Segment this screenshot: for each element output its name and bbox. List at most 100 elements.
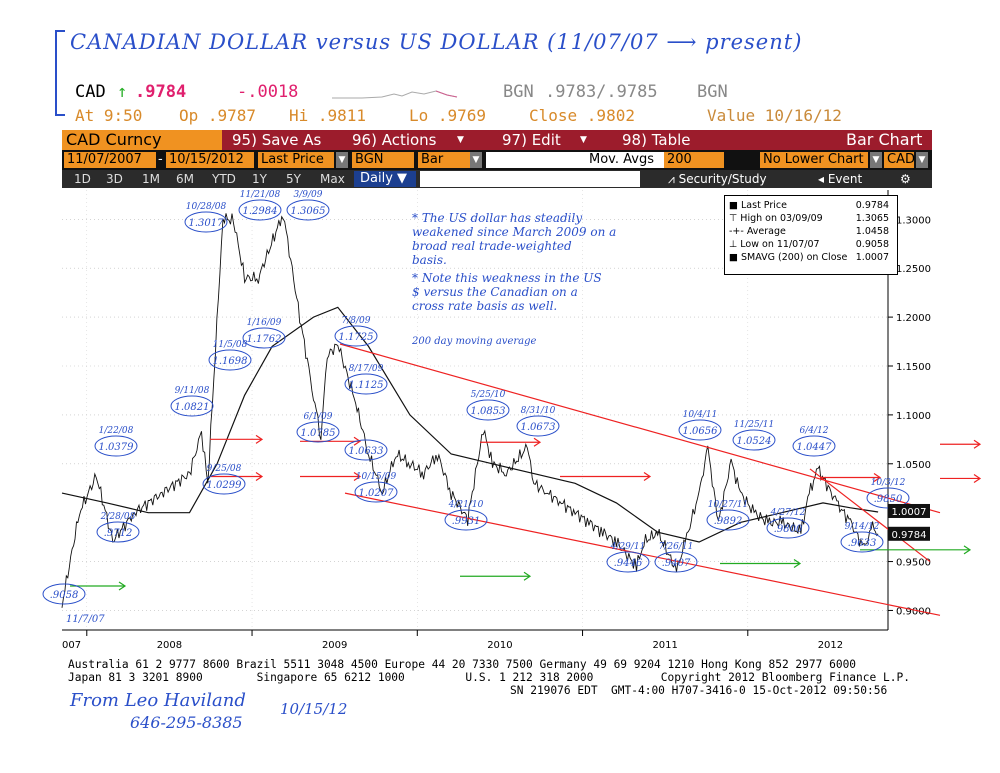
point-label-value: .9633 <box>848 538 877 549</box>
lower-chart-select[interactable]: No Lower Chart <box>760 152 868 168</box>
period-6m[interactable]: 6M <box>176 172 194 186</box>
point-label-circle <box>444 509 488 531</box>
point-label-circle <box>296 421 340 443</box>
point-label-date: 11/25/11 <box>734 420 774 430</box>
point-label-circle <box>654 551 698 573</box>
last-price-tag-text: 0.9784 <box>892 530 927 541</box>
daily-frequency-select[interactable]: Daily ▼ <box>354 171 416 187</box>
point-label: 1.0524 11/25/11 <box>732 420 776 451</box>
x-tick-label: 2010 <box>487 640 512 651</box>
table-button[interactable]: 98) Table <box>622 131 691 149</box>
point-label-value: .9850 <box>874 494 903 505</box>
point-label-value: 1.0379 <box>99 442 135 453</box>
red-arrow-head <box>353 471 362 481</box>
red-arrow-head <box>353 436 362 446</box>
y-axis-ticks: 1.3000 1.2500 1.2000 1.1500 1.1000 1.0500 0.95… <box>888 215 931 617</box>
legend-high: ⊤ High on 03/09/09 1.3065 <box>729 213 893 225</box>
point-label-date: 9/14/12 <box>845 522 880 532</box>
point-label-value: 1.0821 <box>175 402 210 413</box>
green-arrow-head <box>793 559 802 569</box>
point-label-circle <box>184 211 228 233</box>
legend-low: ⊥ Low on 11/07/07 0.9058 <box>729 239 893 251</box>
legend-value: 1.3065 <box>855 213 889 224</box>
point-label-circle <box>466 399 510 421</box>
point-label-value: .9800 <box>774 524 803 535</box>
period-input[interactable] <box>420 171 640 187</box>
style-dropdown-icon[interactable]: ▼ <box>470 152 482 168</box>
point-label-date: 4/29/11 <box>610 542 646 552</box>
point-label-value: .9446 <box>614 558 643 569</box>
point-label: 1.0853 5/25/10 <box>466 390 510 421</box>
period-1m[interactable]: 1M <box>142 172 160 186</box>
red-arrow-head <box>533 437 542 447</box>
period-3d[interactable]: 3D <box>106 172 123 186</box>
point-label: .9407 7/26/11 <box>654 542 698 573</box>
period-max[interactable]: Max <box>320 172 345 186</box>
actions-button[interactable]: 96) Actions <box>352 131 437 149</box>
point-label-circle <box>242 327 286 349</box>
end-date-input[interactable]: 10/15/2012 <box>166 152 254 168</box>
legend-last-price: ■ Last Price 0.9784 <box>729 200 893 212</box>
open-value: Op .9787 <box>179 106 257 125</box>
point-label-date: 1/16/09 <box>247 318 282 328</box>
mov-avg-length-input[interactable]: 200 <box>664 152 724 168</box>
save-as-button[interactable]: 95) Save As <box>232 131 322 149</box>
actions-dropdown-icon[interactable]: ▼ <box>457 135 464 145</box>
edit-dropdown-icon[interactable]: ▼ <box>580 135 587 145</box>
point-label-value: .9712 <box>104 528 133 539</box>
x-tick-label: 007 <box>62 640 81 651</box>
currency-dropdown-icon[interactable]: ▼ <box>916 152 928 168</box>
net-change: -.0018 <box>237 82 299 102</box>
point-label-date: 8/31/10 <box>521 406 556 416</box>
signature-from: From Leo Haviland <box>70 690 246 711</box>
legend-label: Average <box>746 226 786 237</box>
point-label: 1.2984 11/21/08 <box>238 190 282 221</box>
handwritten-title: CANADIAN DOLLAR versus US DOLLAR (11/07/… <box>70 30 803 54</box>
event-button[interactable]: ◂ Event <box>818 170 862 188</box>
point-label-circle <box>766 517 810 539</box>
red-arrow-head <box>255 434 264 444</box>
edit-button[interactable]: 97) Edit <box>502 131 561 149</box>
source-input[interactable]: BGN <box>352 152 414 168</box>
period-5y[interactable]: 5Y <box>286 172 301 186</box>
point-label: .9712 2/28/08 <box>96 512 140 543</box>
point-label: 1.3065 3/9/09 <box>286 190 330 221</box>
period-1y[interactable]: 1Y <box>252 172 267 186</box>
style-select[interactable]: Bar <box>418 152 470 168</box>
point-label-value: .9407 <box>662 558 691 569</box>
close-value: Close .9802 <box>529 106 635 125</box>
average-marker-icon: -+- <box>729 226 747 237</box>
mov-avgs-label: Mov. Avgs <box>586 152 662 168</box>
point-label-value: 1.3065 <box>291 206 326 217</box>
settings-gear-icon[interactable]: ⚙ <box>900 172 911 186</box>
note-usd-weakness: broad real trade-weighted <box>412 239 572 253</box>
point-label-date: 3/9/09 <box>294 190 323 200</box>
point-label: 1.0821 9/11/08 <box>170 386 214 417</box>
date-separator: - <box>158 152 163 167</box>
point-label-circle <box>344 373 388 395</box>
low-value: Lo .9769 <box>409 106 487 125</box>
point-label-value: 1.0524 <box>737 436 772 447</box>
series-group <box>61 213 879 608</box>
note-moving-average: 200 day moving average <box>411 336 537 347</box>
point-label-circle <box>516 415 560 437</box>
security-field[interactable]: CAD Curncy <box>62 130 222 150</box>
price-field-dropdown-icon[interactable]: ▼ <box>336 152 348 168</box>
period-tabs-row: 1D 3D 1M 6M YTD 1Y 5Y Max Daily ▼ ⩘ Secu… <box>62 170 932 188</box>
security-study-button[interactable]: ⩘ Security/Study <box>668 172 767 186</box>
point-label-circle <box>94 435 138 457</box>
point-label-date: 10/27/11 <box>708 500 748 510</box>
point-label: 1.1125 8/17/09 <box>344 364 388 395</box>
upper-trendline <box>339 343 941 514</box>
point-label-date: 11/5/08 <box>213 340 248 350</box>
price-series-line <box>61 213 879 608</box>
period-ytd[interactable]: YTD <box>212 172 236 186</box>
lower-chart-dropdown-icon[interactable]: ▼ <box>870 152 882 168</box>
period-1d[interactable]: 1D <box>74 172 91 186</box>
point-label-value: .9931 <box>452 516 481 527</box>
point-label-circle <box>208 349 252 371</box>
currency-select[interactable]: CAD <box>884 152 915 168</box>
point-label-date: 7/8/09 <box>342 316 371 326</box>
start-date-input[interactable]: 11/07/2007 <box>64 152 156 168</box>
price-field-select[interactable]: Last Price <box>258 152 334 168</box>
